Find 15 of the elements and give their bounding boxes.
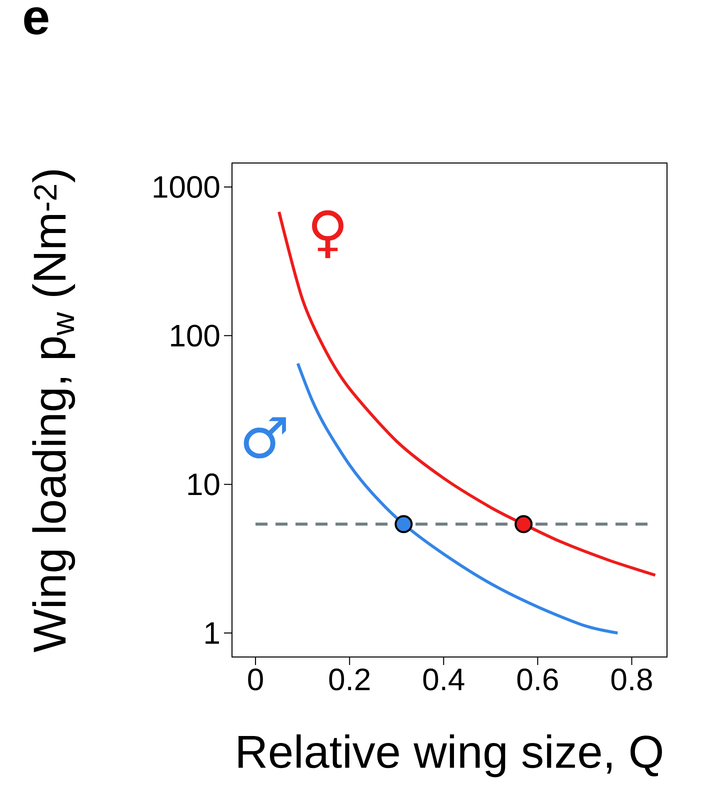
x-tick-label: 0: [248, 668, 263, 690]
y-axis-title: Wing loading, p$_{w}$ (Nm$^{-2}$): [32, 170, 76, 652]
y-tick-label: 1000: [154, 176, 220, 198]
series-label: ♂: [244, 417, 286, 458]
y-tick-label: 10: [188, 473, 220, 496]
x-tick-label: 0.2: [329, 668, 370, 690]
y-tick-label: 1: [206, 622, 219, 644]
y-tick-label: 100: [171, 324, 220, 347]
x-axis-title: Relative wing size, Q: [238, 734, 662, 778]
chart-title: e: [24, 7, 48, 35]
x-tick-label: 0.8: [611, 668, 652, 690]
x-tick-label: 0.4: [423, 668, 464, 690]
line-series: [296, 362, 620, 635]
series-label: ♀: [312, 210, 344, 258]
x-tick-label: 0.6: [517, 668, 558, 690]
